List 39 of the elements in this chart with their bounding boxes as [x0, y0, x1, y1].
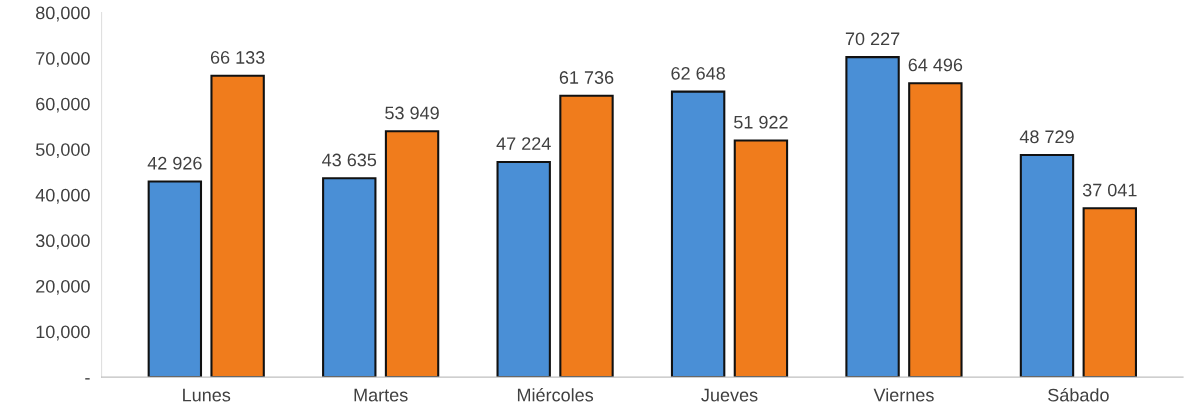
data-label: 47 224 — [496, 137, 551, 150]
x-tick-label: Jueves — [701, 388, 758, 402]
bar — [845, 56, 900, 378]
bar — [1019, 154, 1075, 378]
data-label: 70 227 — [845, 32, 900, 46]
bar — [384, 130, 440, 378]
bar — [147, 180, 203, 378]
y-tick-label: 40,000 — [35, 188, 90, 204]
x-tick-label: Lunes — [183, 388, 231, 402]
data-label: 48 729 — [1019, 130, 1074, 144]
data-label: 64 496 — [908, 58, 963, 72]
x-tick-label: Viernes — [873, 388, 934, 402]
bar — [733, 139, 789, 378]
bar — [496, 160, 551, 378]
y-tick-label: 50,000 — [35, 143, 90, 159]
bar — [908, 82, 963, 378]
data-label: 37 041 — [1082, 183, 1137, 197]
data-label: 53 949 — [385, 106, 439, 120]
y-tick-label: - — [85, 378, 90, 380]
data-label: 42 926 — [147, 156, 202, 170]
data-label: 51 922 — [734, 115, 788, 129]
y-tick-label: 30,000 — [35, 234, 90, 250]
y-tick-label: 80,000 — [36, 6, 90, 22]
bar — [670, 90, 726, 378]
y-tick-label: 10,000 — [36, 325, 90, 341]
x-tick-label: Martes — [354, 388, 408, 402]
x-tick-label: Miércoles — [517, 388, 594, 402]
data-label: 66 133 — [210, 51, 265, 64]
x-tick-label: Sábado — [1048, 388, 1109, 402]
data-label: 62 648 — [671, 66, 725, 80]
y-tick-label: 20,000 — [36, 279, 90, 295]
bar — [1082, 207, 1137, 378]
data-label: 43 635 — [322, 153, 377, 167]
bar — [322, 177, 377, 378]
bar — [559, 94, 614, 378]
y-tick-label: 60,000 — [36, 97, 90, 113]
data-label: 61 736 — [559, 71, 614, 84]
y-tick-label: 70,000 — [36, 52, 90, 67]
bar — [210, 74, 265, 378]
